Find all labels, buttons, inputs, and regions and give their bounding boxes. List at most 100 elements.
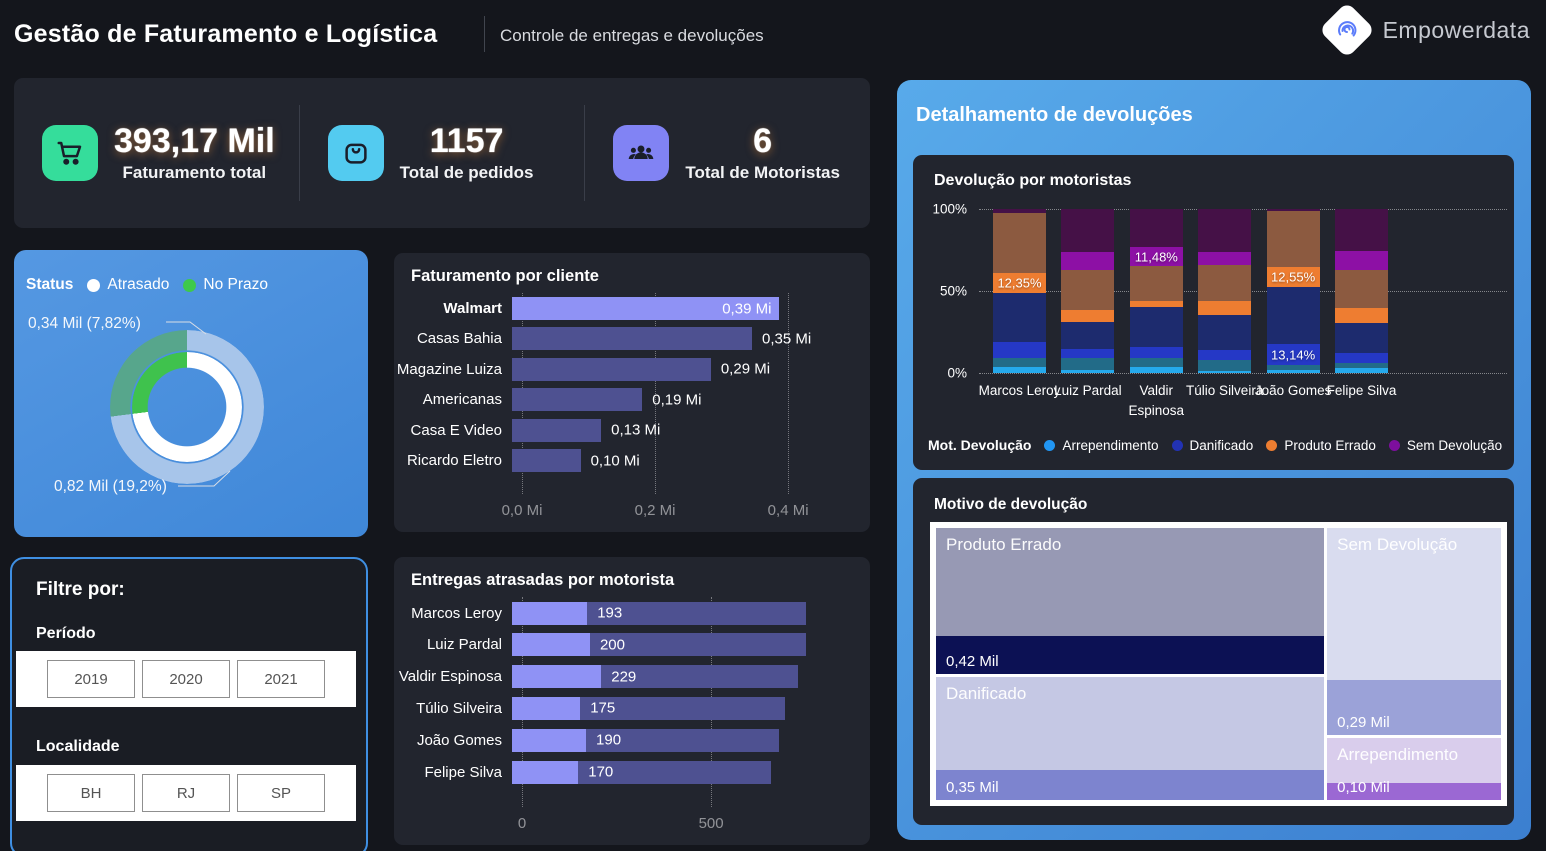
status-legend-item[interactable]: Atrasado (87, 276, 169, 294)
bar[interactable] (512, 728, 587, 752)
bar-segment-sdD[interactable] (1198, 209, 1252, 253)
bar-segment-peB[interactable] (1198, 300, 1252, 316)
kpi-value: 1157 (429, 122, 504, 161)
tile-value: 0,10 Mil (1337, 778, 1390, 796)
bar-segment-arrD[interactable] (1198, 359, 1252, 371)
gridline (788, 293, 790, 494)
bar[interactable] (512, 449, 581, 472)
stacked-bar[interactable] (1335, 209, 1388, 373)
legend-item[interactable]: Arrependimento (1044, 438, 1159, 453)
treemap-tile-sem-devolução[interactable]: Sem Devolução 0,29 Mil (1327, 528, 1501, 736)
bar-track: 0,35 Mi (512, 327, 848, 351)
filter-button-2020[interactable]: 2020 (142, 660, 230, 698)
bar-segment-sdB[interactable] (1335, 251, 1388, 271)
bar[interactable] (512, 696, 581, 720)
x-axis-label: Felipe Silva (1326, 383, 1397, 398)
bar-segment-sdD[interactable] (1129, 209, 1183, 248)
stacked-bar[interactable] (1198, 209, 1252, 373)
bar-segment-peD[interactable] (1198, 264, 1252, 301)
bar-segment-peD[interactable] (1266, 211, 1320, 267)
bar-segment-peB[interactable] (1335, 307, 1388, 324)
bar-segment-sdD[interactable] (1266, 209, 1320, 212)
stacked-bar[interactable]: 11,48% (1129, 209, 1183, 373)
panel-title: Detalhamento de devoluções (916, 104, 1193, 126)
bar[interactable] (512, 418, 602, 442)
treemap-tile-produto-errado[interactable]: Produto Errado 0,42 Mil (936, 528, 1325, 675)
bar-segment-arrB[interactable] (1198, 370, 1252, 373)
bar-segment-peD[interactable] (993, 213, 1046, 274)
legend-item[interactable]: Produto Errado (1266, 438, 1376, 453)
bar-segment-danD[interactable] (1266, 287, 1320, 344)
bar[interactable] (512, 297, 780, 320)
donut-callout-atrasado: 0,82 Mil (19,2%) (54, 478, 167, 495)
bar-segment-danD[interactable] (1198, 315, 1252, 350)
bar-segment-danB[interactable] (1198, 349, 1252, 360)
bar-segment-peB[interactable]: 12,55% (1266, 266, 1320, 288)
tile-highlight-strip (936, 635, 1325, 675)
bar[interactable] (512, 760, 579, 784)
filter-button-rj[interactable]: RJ (142, 774, 230, 812)
tile-value: 0,35 Mil (946, 778, 999, 796)
bar-segment-peD[interactable] (1061, 270, 1115, 311)
tile-value: 0,29 Mil (1337, 714, 1390, 732)
bar-segment-danD[interactable] (1129, 307, 1183, 347)
bar-segment-danD[interactable] (1335, 323, 1388, 354)
bar[interactable] (512, 327, 752, 351)
filter-button-sp[interactable]: SP (237, 774, 325, 812)
bar[interactable] (512, 357, 711, 381)
bar-segment-sdB[interactable] (1198, 252, 1252, 265)
bar[interactable] (512, 388, 643, 412)
bar-segment-peB[interactable] (1061, 310, 1115, 322)
legend-dot (87, 278, 101, 292)
bar-segment-peD[interactable] (1335, 270, 1388, 308)
legend-dot (1266, 439, 1278, 451)
status-donut-inner-ring[interactable] (132, 352, 242, 462)
bar-total[interactable] (512, 696, 785, 720)
bar-segment-arrB[interactable] (1335, 368, 1388, 373)
treemap-tile-danificado[interactable]: Danificado 0,35 Mil (936, 677, 1325, 800)
category-label: Felipe Silva (424, 763, 502, 781)
bar[interactable] (512, 633, 590, 657)
legend-item[interactable]: Sem Devolução (1388, 438, 1502, 453)
bar-segment-danB[interactable] (993, 341, 1046, 359)
bar-segment-sdD[interactable] (1061, 209, 1115, 253)
treemap-tile-arrependimento[interactable]: Arrependimento 0,10 Mil (1327, 738, 1501, 800)
bar-segment-danB[interactable] (1129, 346, 1183, 358)
bar-segment-danB[interactable] (1061, 348, 1115, 359)
bar-segment-sdB[interactable]: 11,48% (1129, 247, 1183, 267)
bar-segment-arrD[interactable] (1335, 363, 1388, 369)
stacked-bar[interactable]: 13,14% 12,55% (1266, 209, 1320, 373)
bar-segment-peB[interactable] (1129, 301, 1183, 308)
bar-track: 200 (512, 633, 848, 657)
bar-segment-sdD[interactable] (993, 209, 1046, 214)
bar-segment-arrD[interactable] (1266, 365, 1320, 370)
stacked-bar[interactable]: 12,35% (993, 209, 1046, 373)
bar-segment-arrB[interactable] (1129, 367, 1183, 373)
status-legend-item[interactable]: No Prazo (183, 276, 268, 294)
filter-button-2019[interactable]: 2019 (47, 660, 135, 698)
x-axis-label: Túlio Silveira (1186, 383, 1264, 398)
devolucao-motoristas-card: Devolução por motoristas 100% 50% 0% 12,35%… (913, 155, 1514, 470)
bar-segment-danD[interactable] (1061, 321, 1115, 349)
bar-segment-danD[interactable] (993, 293, 1046, 342)
treemap-left-column: Produto Errado 0,42 Mil Danificado 0,35 Mil (936, 528, 1325, 800)
bar-segment-arrD[interactable] (993, 358, 1046, 368)
filter-button-bh[interactable]: BH (47, 774, 135, 812)
bar-segment-arrD[interactable] (1129, 357, 1183, 368)
bar-segment-sdB[interactable] (1061, 252, 1115, 271)
bar-segment-arrB[interactable] (1061, 369, 1115, 373)
filter-button-2021[interactable]: 2021 (237, 660, 325, 698)
bar-segment-danB[interactable] (1335, 353, 1388, 364)
bar-segment-arrD[interactable] (1061, 358, 1115, 370)
bar-segment-arrB[interactable] (1266, 369, 1320, 373)
bar-segment-arrB[interactable] (993, 367, 1046, 373)
bar-segment-sdD[interactable] (1335, 209, 1388, 252)
bar-segment-peB[interactable]: 12,35% (993, 273, 1046, 294)
legend-item[interactable]: Danificado (1171, 438, 1253, 453)
bar[interactable] (512, 665, 602, 689)
stacked-bar[interactable] (1061, 209, 1115, 373)
legend-dot (1388, 439, 1400, 451)
bar[interactable] (512, 601, 588, 625)
bar-segment-danB[interactable]: 13,14% (1266, 343, 1320, 366)
bar-segment-peD[interactable] (1129, 266, 1183, 302)
